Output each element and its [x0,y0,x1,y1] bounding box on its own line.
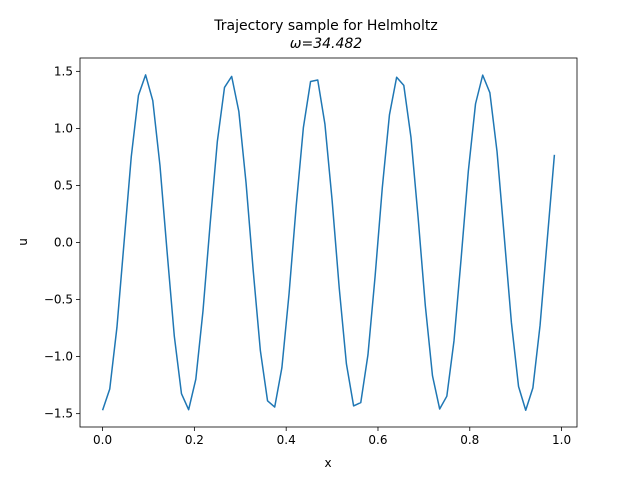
y-tick-label: 0.5 [54,178,73,192]
x-tick-label: 0.6 [368,433,387,447]
y-tick-label: 1.5 [54,64,73,78]
y-axis-label: u [16,238,30,246]
x-tick-label: 0.0 [93,433,112,447]
x-tick-label: 0.4 [277,433,296,447]
x-tick-label: 1.0 [552,433,571,447]
y-tick-label: −0.5 [44,293,73,307]
chart-title: Trajectory sample for Helmholtz [213,18,437,34]
chart-subtitle: ω=34.482 [290,36,363,52]
y-tick-label: 1.0 [54,121,73,135]
y-tick-label: −1.5 [44,407,73,421]
y-tick-label: 0.0 [54,236,73,250]
x-tick-label: 0.8 [460,433,479,447]
x-tick-label: 0.2 [185,433,204,447]
x-axis-label: x [324,456,331,470]
plot-frame [79,57,578,428]
data-line [101,74,556,411]
y-tick-label: −1.0 [44,350,73,364]
